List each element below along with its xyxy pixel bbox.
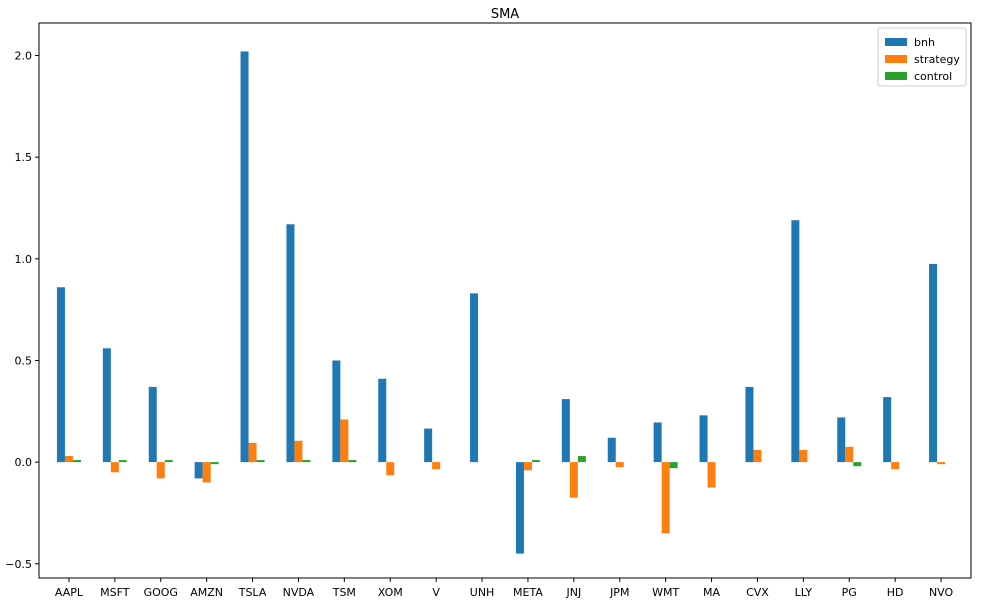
bar-strategy-PG — [845, 446, 854, 463]
bar-bnh-JNJ — [561, 399, 570, 463]
bars-group — [56, 51, 946, 554]
bar-control-AMZN — [210, 462, 219, 465]
x-tick-label-MSFT: MSFT — [100, 586, 130, 599]
x-tick-label-WMT: WMT — [652, 586, 679, 599]
axes-group: −0.5 0.0 0.5 1.0 1.5 2.0 AAPL MSFT GOOG AMZN TSLA N… — [5, 22, 972, 599]
x-tick-label-UNH: UNH — [470, 586, 495, 599]
bar-bnh-MA — [699, 415, 708, 463]
bar-bnh-LLY — [791, 220, 800, 463]
bar-control-MSFT — [118, 460, 127, 463]
bar-strategy-TSM — [340, 419, 349, 463]
y-tick-label: 0.5 — [15, 354, 33, 367]
bar-bnh-PG — [837, 417, 846, 463]
legend-label-control: control — [914, 70, 952, 83]
bar-strategy-LLY — [799, 449, 808, 463]
chart-title: SMA — [491, 7, 519, 22]
x-tick-label-MA: MA — [703, 586, 720, 599]
bar-bnh-AAPL — [56, 287, 65, 463]
legend-swatch-bnh — [885, 38, 907, 46]
bar-bnh-GOOG — [148, 386, 157, 463]
bar-control-META — [531, 460, 540, 463]
bar-control-TSM — [348, 460, 357, 463]
bar-bnh-CVX — [745, 386, 754, 463]
x-tick-label-META: META — [513, 586, 543, 599]
bar-bnh-TSM — [332, 360, 341, 463]
bar-bnh-MSFT — [102, 348, 111, 463]
x-tick-label-CVX: CVX — [746, 586, 769, 599]
legend-swatch-control — [885, 72, 907, 80]
bar-bnh-JPM — [607, 437, 616, 463]
legend-label-bnh: bnh — [914, 36, 935, 49]
x-tick-label-JNJ: JNJ — [565, 586, 581, 599]
bar-bnh-XOM — [378, 378, 387, 463]
legend: bnh strategy control — [877, 27, 967, 87]
bar-control-GOOG — [164, 460, 173, 463]
bar-strategy-CVX — [753, 449, 762, 463]
bar-strategy-MSFT — [110, 462, 119, 473]
x-tick-label-XOM: XOM — [378, 586, 403, 599]
bar-bnh-AMZN — [194, 462, 203, 479]
bar-bnh-UNH — [470, 293, 479, 463]
plot-frame — [38, 22, 972, 579]
bar-control-PG — [853, 462, 862, 467]
x-tick-label-AMZN: AMZN — [190, 586, 223, 599]
bar-strategy-JPM — [615, 462, 624, 468]
bar-strategy-WMT — [661, 462, 670, 534]
x-tick-label-GOOG: GOOG — [144, 586, 178, 599]
bar-strategy-NVO — [937, 462, 946, 465]
x-tick-label-AAPL: AAPL — [55, 586, 84, 599]
bar-bnh-V — [424, 428, 433, 463]
x-tick-label-TSLA: TSLA — [238, 586, 267, 599]
y-tick-label: 2.0 — [15, 50, 33, 63]
bar-strategy-GOOG — [156, 462, 165, 479]
bar-strategy-AAPL — [64, 456, 73, 463]
x-tick-label-TSM: TSM — [332, 586, 356, 599]
legend-swatch-strategy — [885, 55, 907, 63]
bar-bnh-HD — [883, 397, 892, 463]
bar-strategy-HD — [891, 462, 900, 470]
bar-control-TSLA — [256, 460, 265, 463]
x-tick-label-PG: PG — [842, 586, 857, 599]
bar-control-NVDA — [302, 460, 311, 463]
bar-bnh-NVO — [929, 263, 938, 463]
x-tick-label-LLY: LLY — [795, 586, 813, 599]
x-tick-label-HD: HD — [887, 586, 904, 599]
y-tick-label: −0.5 — [5, 558, 32, 571]
y-tick-label: 1.5 — [15, 151, 33, 164]
bar-bnh-TSLA — [240, 51, 249, 463]
bar-control-AAPL — [72, 460, 81, 463]
bar-strategy-TSLA — [248, 442, 257, 463]
bar-strategy-V — [432, 462, 441, 470]
x-tick-label-NVO: NVO — [929, 586, 954, 599]
bar-bnh-META — [515, 462, 524, 554]
y-tick-label: 1.0 — [15, 253, 33, 266]
y-tick-label: 0.0 — [15, 456, 33, 469]
bar-strategy-JNJ — [569, 462, 578, 498]
x-tick-label-V: V — [432, 586, 440, 599]
bar-strategy-MA — [707, 462, 716, 488]
bar-strategy-META — [523, 462, 532, 471]
bar-strategy-XOM — [386, 462, 395, 476]
bar-bnh-NVDA — [286, 224, 295, 463]
legend-label-strategy: strategy — [914, 53, 960, 66]
bar-control-JNJ — [577, 456, 586, 463]
x-tick-label-NVDA: NVDA — [283, 586, 315, 599]
bar-control-WMT — [669, 462, 678, 469]
bar-strategy-NVDA — [294, 440, 303, 463]
x-tick-label-JPM: JPM — [609, 586, 629, 599]
bar-bnh-WMT — [653, 422, 662, 463]
bar-strategy-AMZN — [202, 462, 211, 483]
